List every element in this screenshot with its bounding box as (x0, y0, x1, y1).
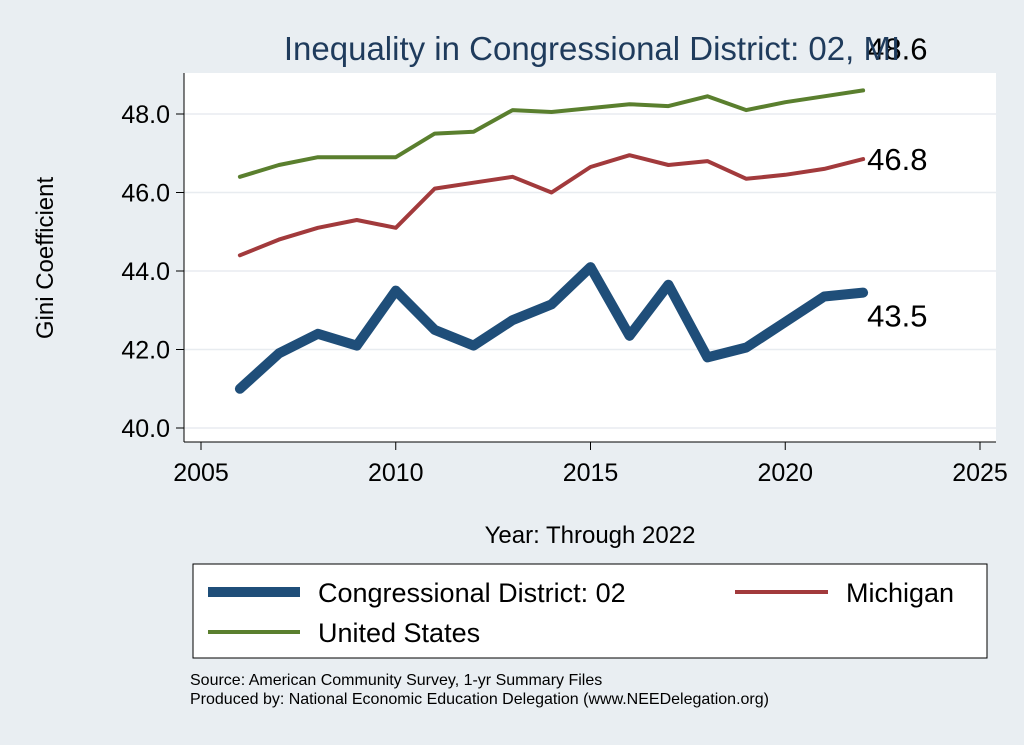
end-value-label: 48.6 (867, 31, 927, 66)
legend-label-united-states: United States (318, 618, 480, 648)
y-tick-label: 48.0 (121, 101, 170, 129)
end-value-label: 46.8 (867, 142, 927, 177)
series-line-michigan (237, 153, 866, 258)
legend-label-district: Congressional District: 02 (318, 578, 626, 608)
series-line-district (234, 262, 869, 394)
legend-label-michigan: Michigan (846, 578, 954, 608)
y-tick-label: 46.0 (121, 180, 170, 208)
x-tick-label: 2005 (173, 459, 229, 487)
x-axis-ticks: 2005 2010 2015 2020 2025 (173, 442, 1008, 487)
x-tick-label: 2015 (563, 459, 619, 487)
x-tick-label: 2020 (757, 459, 813, 487)
x-axis-label: Year: Through 2022 (485, 522, 696, 549)
y-axis-ticks: 40.0 42.0 44.0 46.0 48.0 (121, 101, 184, 443)
footer-notes: Source: American Community Survey, 1-yr … (190, 671, 769, 709)
end-value-label: 43.5 (867, 299, 927, 334)
end-labels: 43.5 46.8 48.6 (867, 31, 927, 333)
source-note: Source: American Community Survey, 1-yr … (190, 672, 603, 689)
plot-area (184, 73, 996, 442)
x-tick-label: 2025 (952, 459, 1008, 487)
data-series (234, 88, 869, 394)
legend: Congressional District: 02 Michigan Unit… (192, 563, 988, 659)
series-line-united-states (237, 88, 866, 179)
y-tick-label: 42.0 (121, 337, 170, 365)
y-axis-label: Gini Coefficient (32, 177, 59, 340)
chart-title: Inequality in Congressional District: 02… (284, 30, 900, 67)
y-tick-label: 40.0 (121, 415, 170, 443)
x-tick-label: 2010 (368, 459, 424, 487)
producer-note: Produced by: National Economic Education… (190, 691, 769, 708)
y-tick-label: 44.0 (121, 258, 170, 286)
legend-box (192, 563, 988, 659)
